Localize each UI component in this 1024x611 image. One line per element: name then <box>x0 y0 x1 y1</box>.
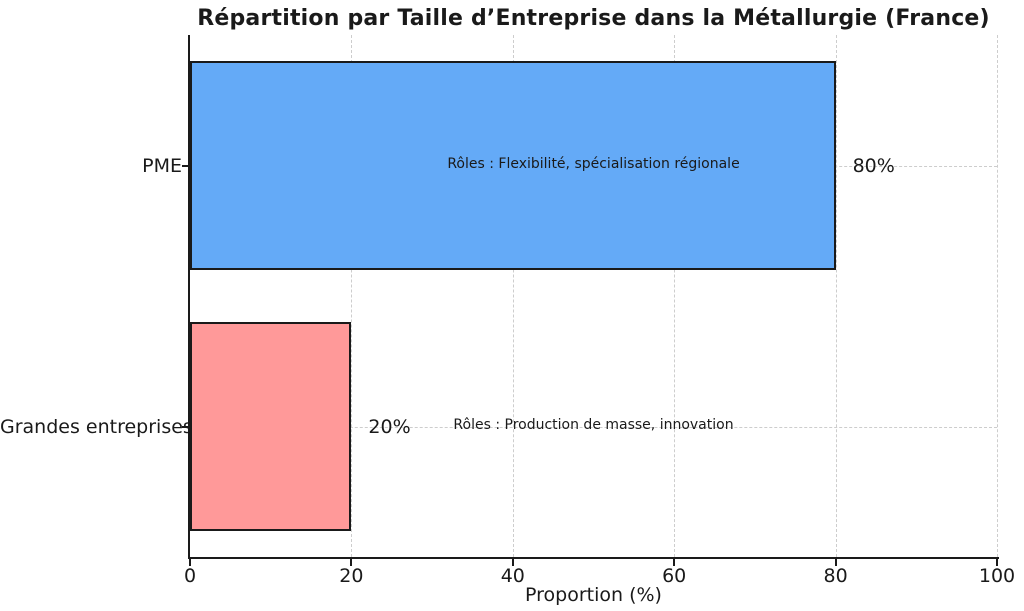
y-tick-mark <box>182 164 190 167</box>
x-tick-mark <box>834 559 837 566</box>
value-label: 80% <box>852 154 895 177</box>
x-tick-label: 40 <box>500 565 525 587</box>
bar-pme <box>190 61 836 270</box>
gridline-vertical <box>512 35 514 557</box>
x-tick-mark <box>673 559 676 566</box>
x-tick-label: 100 <box>978 565 1016 587</box>
gridline-vertical <box>997 35 998 557</box>
value-label: 20% <box>368 415 411 438</box>
x-tick-label: 60 <box>662 565 687 587</box>
bar-annotation: Rôles : Flexibilité, spécialisation régi… <box>447 155 740 172</box>
x-tick-mark <box>189 559 191 566</box>
gridline-vertical <box>835 35 837 557</box>
y-axis-spine <box>188 35 190 559</box>
x-tick-label: 20 <box>339 565 364 587</box>
x-tick-label: 80 <box>823 565 848 587</box>
x-tick-mark <box>996 559 998 566</box>
y-tick-mark <box>182 425 190 428</box>
y-tick-label: PME <box>142 154 182 177</box>
x-axis-label: Proportion (%) <box>525 584 662 606</box>
bar-grandes-entreprises <box>190 322 352 531</box>
gridline-vertical <box>351 35 353 557</box>
chart-title: Répartition par Taille d’Entreprise dans… <box>197 6 990 31</box>
x-tick-mark <box>511 559 514 566</box>
gridline-vertical <box>674 35 676 557</box>
x-tick-mark <box>350 559 353 566</box>
x-axis-spine <box>188 557 999 559</box>
x-tick-label: 0 <box>183 565 197 587</box>
bar-annotation: Rôles : Production de masse, innovation <box>453 416 734 433</box>
y-tick-label: Grandes entreprises <box>0 415 193 438</box>
gridline-horizontal <box>190 426 997 428</box>
